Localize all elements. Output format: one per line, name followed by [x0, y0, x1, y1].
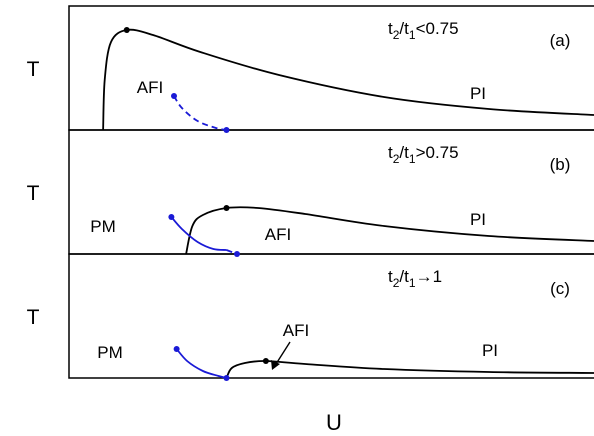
panel-c-region-afi-label: AFI: [283, 321, 309, 340]
panel-c-afi-marker-1: [223, 375, 230, 381]
labels-layer: T (a) t2/t1<0.75 PI AFI T (b) t2/t1>0.75 PM PI AFI…: [27, 19, 571, 370]
panel-b-letter: (b): [550, 155, 571, 174]
panel-a-region-afi-label: AFI: [137, 78, 163, 97]
panel-b-frame: [68, 129, 594, 255]
panel-c-pi-peak-marker: [262, 358, 269, 364]
panel-c-letter: (c): [550, 279, 570, 298]
panel-a-afi-marker-1: [223, 127, 230, 133]
panel-b-region-afi-label: AFI: [265, 225, 291, 244]
panel-b-region-pi-label: PI: [470, 210, 486, 229]
panel-b-afi-tail-marker-0: [234, 251, 240, 257]
panel-a-pi-peak-marker: [123, 27, 130, 33]
panel-b-pi-boundary-curve: [185, 206, 594, 255]
panel-a-condition: t2/t1<0.75: [388, 19, 459, 42]
panel-a-pi-boundary-curve: [102, 28, 594, 131]
axes-layer: [68, 5, 594, 379]
curves-layer: [102, 28, 594, 379]
panel-c-afi-pointer-arrowhead: [271, 360, 280, 370]
panel-a-region-pi-label: PI: [470, 84, 486, 103]
panel-a-y-label: T: [27, 58, 40, 81]
panel-c-afi-boundary-curve: [175, 348, 227, 379]
panel-a-afi-boundary-curve: [173, 95, 227, 131]
markers-layer: [123, 27, 269, 381]
panel-c-condition: t2/t1→1: [388, 267, 442, 290]
panel-a-afi-marker-0: [171, 93, 177, 99]
panel-c-afi-marker-0: [173, 346, 180, 352]
panel-b-afi-boundary-curve: [170, 216, 227, 251]
panel-b-y-label: T: [27, 182, 40, 205]
panel-a-letter: (a): [550, 31, 571, 50]
panel-c-y-label: T: [27, 306, 40, 329]
x-axis-label: U: [326, 410, 342, 435]
panel-c-region-pi-label: PI: [482, 341, 498, 360]
panel-c-afi-pointer-line: [275, 341, 291, 365]
panel-c-pi-boundary-curve: [225, 360, 594, 379]
panel-b-region-pm-label: PM: [90, 217, 116, 236]
panel-c-frame: [68, 253, 594, 379]
panel-b-pi-peak-marker: [223, 205, 230, 211]
panel-b-afi-marker-0: [168, 214, 175, 220]
panel-c-region-pm-label: PM: [97, 343, 123, 362]
panel-b-condition: t2/t1>0.75: [388, 143, 459, 166]
